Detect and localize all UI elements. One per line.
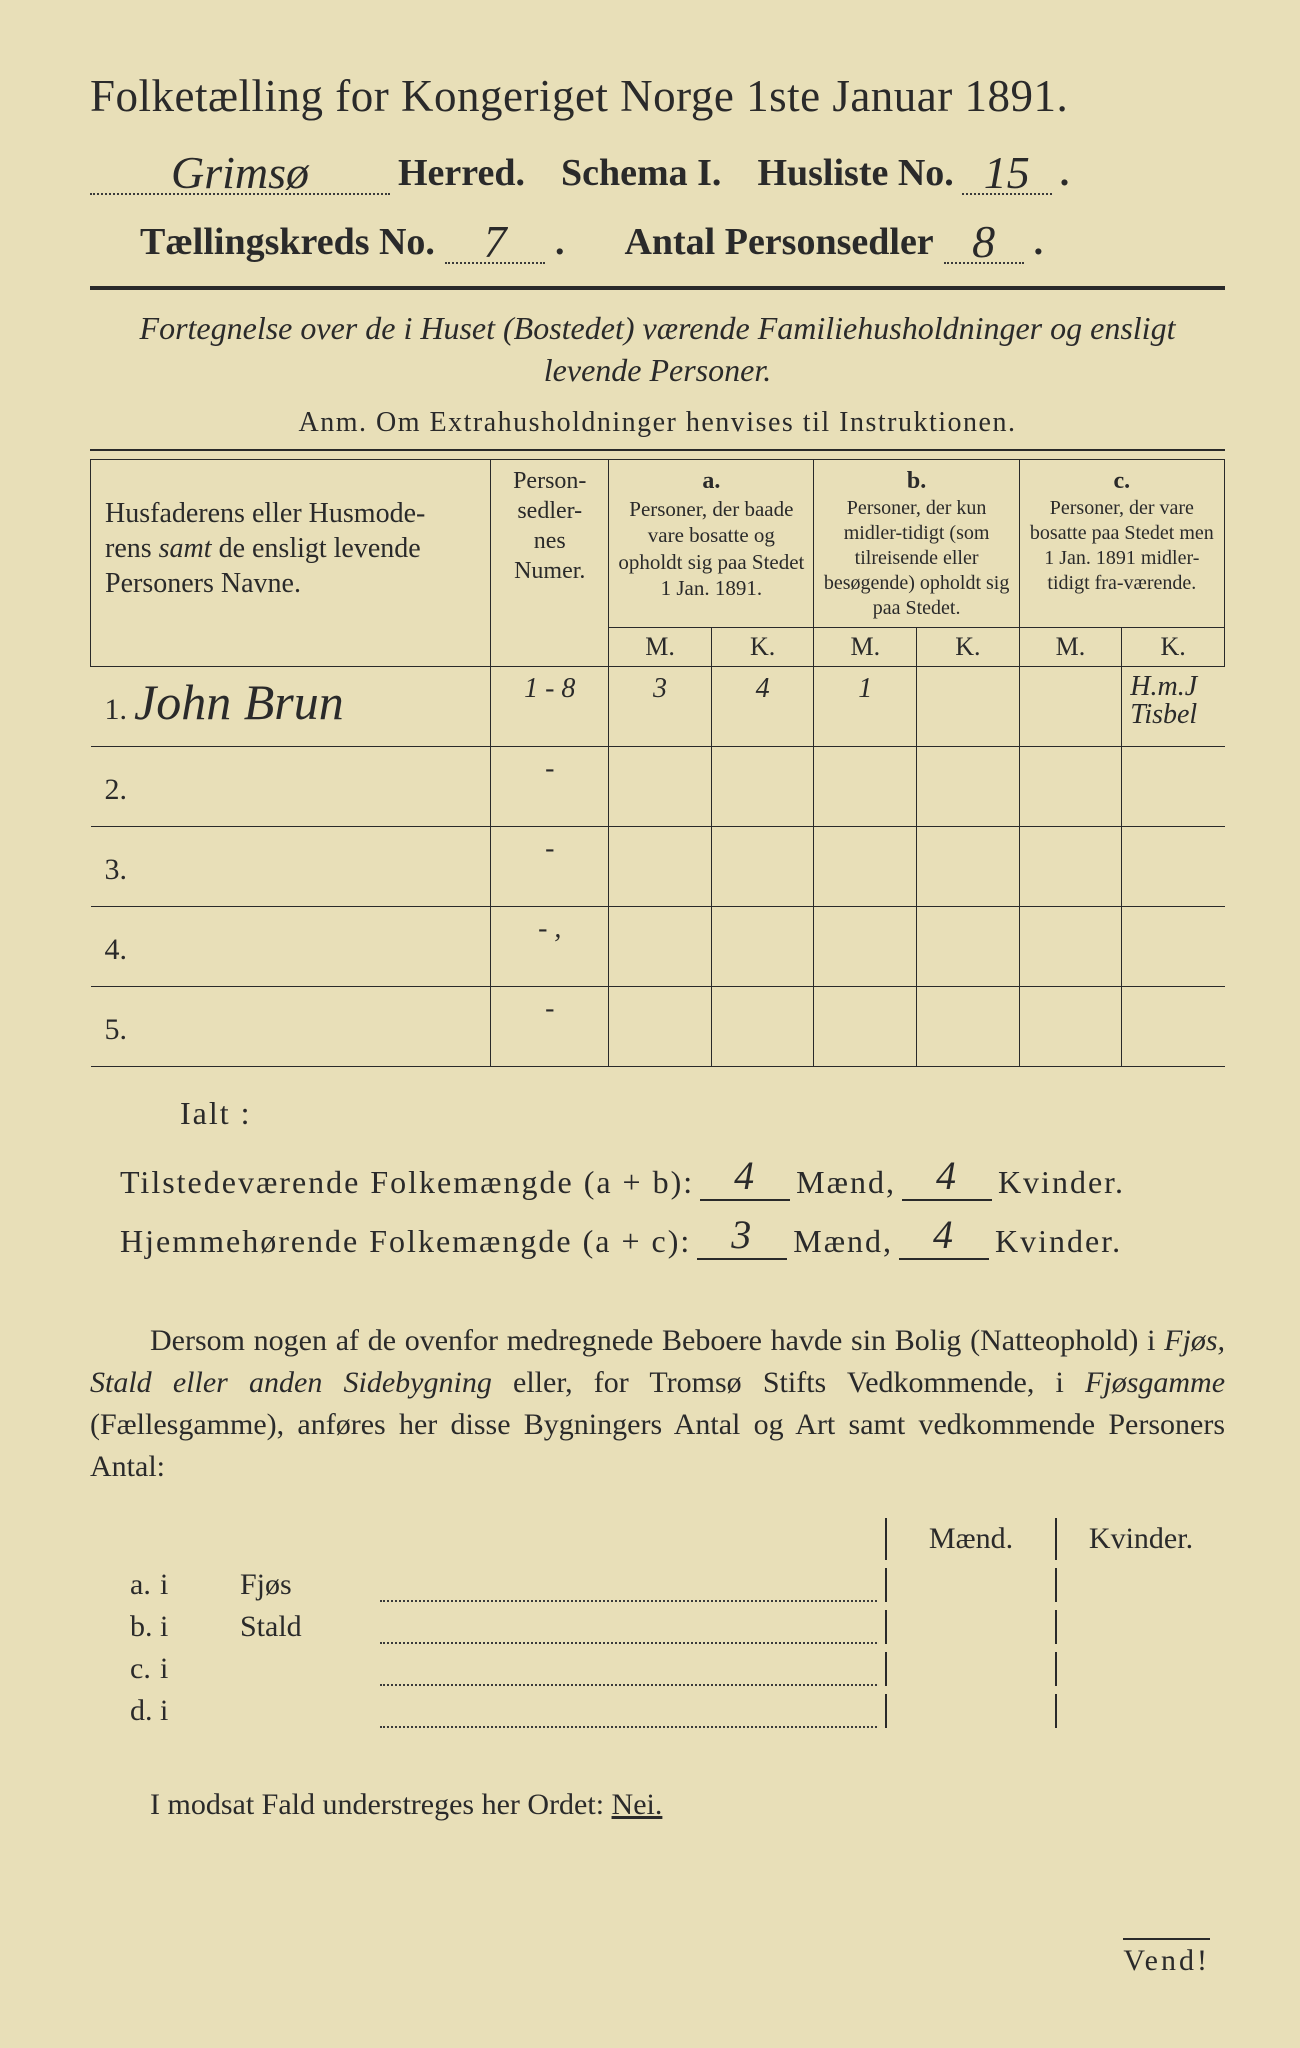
cell-a-m xyxy=(609,907,712,987)
vend-footer: Vend! xyxy=(1123,1938,1210,1978)
table-row: 4. - , xyxy=(91,907,1225,987)
table-row: 2. - xyxy=(91,747,1225,827)
cell-b-k xyxy=(917,907,1020,987)
col-c-header: c. Personer, der vare bosatte paa Stedet… xyxy=(1019,460,1224,628)
sidebld-mk-header: Mænd. Kvinder. xyxy=(885,1518,1225,1560)
rule-1 xyxy=(90,286,1225,290)
cell-b-m: 1 xyxy=(814,667,917,747)
kreds-no-handwritten: 7 xyxy=(483,216,506,267)
census-form-page: Folketælling for Kongeriget Norge 1ste J… xyxy=(0,0,1300,2048)
sidebld-row: c. i xyxy=(90,1652,1225,1686)
col-b-header: b. Personer, der kun midler-tidigt (som … xyxy=(814,460,1019,628)
cell-c-k xyxy=(1122,827,1225,907)
cell-c-m xyxy=(1019,907,1122,987)
cell-b-k xyxy=(917,827,1020,907)
personsedler-num: - xyxy=(491,987,609,1067)
cell-c-m xyxy=(1019,747,1122,827)
cell-a-k xyxy=(711,827,814,907)
col-a-header: a. Personer, der baade vare bosatte og o… xyxy=(609,460,814,628)
cell-a-m: 3 xyxy=(609,667,712,747)
tilstede-m-hw: 4 xyxy=(734,1153,756,1198)
col-names-header: Husfaderens eller Husmode-rens samt de e… xyxy=(91,460,491,667)
personsedler-num: 1 - 8 xyxy=(491,667,609,747)
cell-a-m xyxy=(609,987,712,1067)
sidebld-row: a. i Fjøs xyxy=(90,1568,1225,1602)
col-c-m: M. xyxy=(1019,628,1122,667)
rule-2 xyxy=(90,449,1225,451)
antal-label: Antal Personsedler xyxy=(624,220,933,264)
cell-a-m xyxy=(609,747,712,827)
cell-b-k xyxy=(917,987,1020,1067)
col-a-k: K. xyxy=(711,628,814,667)
col-num-header: Person-sedler-nesNumer. xyxy=(491,460,609,667)
cell-c-k: H.m.J Tisbel xyxy=(1122,667,1225,747)
sidebygning-paragraph: Dersom nogen af de ovenfor medregnede Be… xyxy=(90,1320,1225,1488)
cell-c-k xyxy=(1122,987,1225,1067)
col-a-m: M. xyxy=(609,628,712,667)
subtitle: Fortegnelse over de i Huset (Bostedet) v… xyxy=(90,308,1225,391)
husliste-label: Husliste No. xyxy=(757,151,953,195)
personsedler-num: - xyxy=(491,827,609,907)
cell-a-k xyxy=(711,907,814,987)
sidebld-row: d. i xyxy=(90,1694,1225,1728)
cell-b-k xyxy=(917,667,1020,747)
page-title: Folketælling for Kongeriget Norge 1ste J… xyxy=(90,70,1225,122)
herred-label: Herred. xyxy=(398,151,525,195)
table-row: 1. John Brun 1 - 8 3 4 1 H.m.J Tisbel xyxy=(91,667,1225,747)
totals-line-1: Tilstedeværende Folkemængde (a + b): 4 M… xyxy=(120,1152,1225,1201)
header-line-2: Grimsø Herred. Schema I. Husliste No. 15… xyxy=(90,140,1225,195)
sidebygning-table: Mænd. Kvinder. a. i Fjøs b. i Stald c. i… xyxy=(90,1518,1225,1728)
cell-c-m xyxy=(1019,827,1122,907)
totals-line-2: Hjemmehørende Folkemængde (a + c): 3 Mæn… xyxy=(120,1211,1225,1260)
col-b-m: M. xyxy=(814,628,917,667)
cell-b-m xyxy=(814,827,917,907)
cell-a-k: 4 xyxy=(711,667,814,747)
col-c-k: K. xyxy=(1122,628,1225,667)
sidebld-row: b. i Stald xyxy=(90,1610,1225,1644)
totals-block: Ialt : Tilstedeværende Folkemængde (a + … xyxy=(90,1095,1225,1260)
cell-c-k xyxy=(1122,747,1225,827)
cell-b-m xyxy=(814,907,917,987)
personsedler-num: - xyxy=(491,747,609,827)
cell-c-m xyxy=(1019,667,1122,747)
anm-note: Anm. Om Extrahusholdninger henvises til … xyxy=(90,407,1225,439)
husliste-no-handwritten: 15 xyxy=(984,147,1030,198)
cell-c-k xyxy=(1122,907,1225,987)
header-line-3: Tællingskreds No. 7 . Antal Personsedler… xyxy=(90,209,1225,264)
cell-a-k xyxy=(711,747,814,827)
cell-b-k xyxy=(917,747,1020,827)
herred-handwritten: Grimsø xyxy=(171,147,309,198)
table-row: 3. - xyxy=(91,827,1225,907)
schema-label: Schema I. xyxy=(561,151,721,195)
personsedler-num: - , xyxy=(491,907,609,987)
table-row: 5. - xyxy=(91,987,1225,1067)
col-b-k: K. xyxy=(917,628,1020,667)
name-handwritten: John Brun xyxy=(134,674,344,730)
cell-b-m xyxy=(814,987,917,1067)
census-table: Husfaderens eller Husmode-rens samt de e… xyxy=(90,459,1225,1067)
hjemme-k-hw: 4 xyxy=(933,1212,955,1257)
ialt-label: Ialt : xyxy=(180,1095,1225,1132)
nei-line: I modsat Fald understreges her Ordet: Ne… xyxy=(90,1788,1225,1822)
cell-b-m xyxy=(814,747,917,827)
kreds-label: Tællingskreds No. xyxy=(140,220,435,264)
antal-handwritten: 8 xyxy=(972,216,995,267)
cell-a-m xyxy=(609,827,712,907)
tilstede-k-hw: 4 xyxy=(936,1153,958,1198)
hjemme-m-hw: 3 xyxy=(731,1212,753,1257)
cell-c-m xyxy=(1019,987,1122,1067)
cell-a-k xyxy=(711,987,814,1067)
